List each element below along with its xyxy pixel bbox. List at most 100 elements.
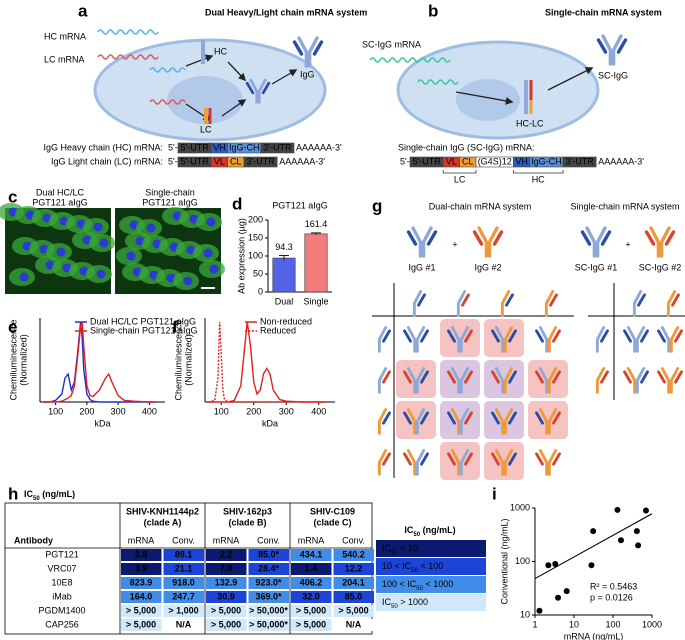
point: [545, 562, 552, 569]
x-tick-label: 100: [48, 406, 63, 416]
nucleus-stain: [126, 251, 136, 261]
value-label: 161.4: [305, 219, 328, 229]
legend-label: Single-chain PGT121 aIgG: [90, 325, 198, 335]
cell-value: > 50,000*: [249, 605, 288, 615]
nucleus-stain: [19, 272, 29, 282]
mrna: [97, 29, 159, 35]
light-chain: [420, 329, 429, 343]
subheader: mRNA: [213, 535, 240, 545]
cell-value: > 5,000: [126, 605, 156, 615]
arrow: [221, 99, 247, 117]
mrna: [97, 54, 159, 60]
heavy-chain: [503, 408, 514, 435]
text-part: < 1000: [423, 579, 453, 589]
x-tick-label: 100: [214, 406, 229, 416]
heavy-chain: [626, 367, 637, 394]
cell-value: 3.9: [135, 563, 148, 573]
light-chain: [464, 329, 473, 343]
light-chain: [464, 411, 473, 425]
heavy-chain: [547, 367, 558, 394]
segment-label: CL: [230, 156, 242, 166]
cell-value: 369.0*: [255, 591, 282, 601]
construct-end: AAAAAA-3': [598, 156, 644, 166]
nucleus-stain: [206, 217, 216, 227]
light-chain: [549, 293, 558, 307]
point: [633, 528, 640, 535]
light-chain: [491, 452, 500, 466]
text-part: > 1000: [398, 597, 428, 607]
heavy-chain: [544, 290, 555, 317]
series-line: [43, 321, 156, 403]
light-chain: [623, 329, 632, 343]
light-chain: [403, 329, 412, 343]
y-tick-label: 10: [520, 609, 530, 619]
mrna: [149, 99, 186, 105]
light-chain: [671, 293, 680, 307]
light-chain: [552, 329, 561, 343]
point: [642, 507, 649, 514]
bracket: [513, 170, 564, 174]
arrow: [185, 54, 214, 67]
light-chain: [491, 411, 500, 425]
matrix-cell: [484, 442, 524, 480]
image-title: PGT121 aIgG: [142, 197, 198, 207]
cell-value: > 5,000: [296, 619, 326, 629]
cell-value: 12.2: [345, 563, 363, 573]
row-name: PGT121: [45, 549, 79, 559]
table-cell: [121, 619, 162, 631]
column-group: (clade B): [228, 517, 266, 527]
text-part: IC: [404, 525, 414, 535]
heavy-chain: [538, 367, 549, 394]
annotation: p = 0.0126: [590, 592, 633, 602]
cell-value: 28.4*: [258, 563, 280, 573]
heavy-chain: [297, 36, 309, 68]
table-cell: [291, 605, 332, 617]
heavy-chain: [406, 367, 417, 394]
heavy-chain: [503, 367, 514, 394]
row-name: 10E8: [51, 577, 72, 587]
segment-label: VH: [515, 156, 528, 166]
cell-value: > 5,000: [126, 619, 156, 629]
nucleus-stain: [209, 264, 219, 274]
heavy-chain: [450, 367, 461, 394]
light-chain: [596, 38, 608, 54]
x-tick-label: 200: [246, 406, 261, 416]
segment-label: 5'-UTR: [412, 156, 441, 166]
arrow: [227, 61, 247, 82]
table-cell: [206, 619, 247, 631]
panel-title: Single-chain mRNA system: [545, 7, 662, 17]
table-cell: [333, 577, 374, 589]
heavy-chain: [249, 78, 259, 104]
panel-label: d: [232, 194, 242, 213]
table-cell: [333, 619, 374, 631]
text-part: 50: [413, 532, 420, 538]
light-chain: [674, 329, 683, 343]
legend-label: 10 < IC50 < 100: [382, 561, 443, 573]
cell-value: > 5,000: [296, 605, 326, 615]
panel-title: IC50 (ng/mL): [24, 489, 75, 501]
segment-label: 5'-UTR: [180, 142, 209, 152]
legend-label: IC50 < 10: [382, 543, 418, 555]
antibody-label: IgG #2: [474, 262, 501, 272]
light-chain: [580, 230, 592, 246]
heavy-chain: [421, 226, 433, 258]
table-cell: [206, 577, 247, 589]
light-chain: [382, 452, 391, 466]
heavy-chain: [377, 367, 388, 394]
point: [588, 562, 595, 569]
cell-value: 21.1: [175, 563, 193, 573]
heavy-chain: [456, 290, 467, 317]
y-axis-label: (Normalized): [183, 334, 193, 386]
table-cell: [333, 549, 374, 561]
matrix-cell: [440, 319, 480, 357]
subheader: Conv.: [342, 535, 365, 545]
fit-line: [534, 513, 653, 580]
value-label: 94.3: [275, 242, 293, 252]
nucleus-stain: [183, 276, 193, 286]
heavy-chain: [377, 326, 388, 353]
segment-label: IgG-CH: [229, 142, 260, 152]
heavy-chain: [415, 449, 426, 476]
table-cell: [333, 563, 374, 575]
panel-label: f: [172, 317, 178, 336]
heavy-chain: [459, 449, 470, 476]
